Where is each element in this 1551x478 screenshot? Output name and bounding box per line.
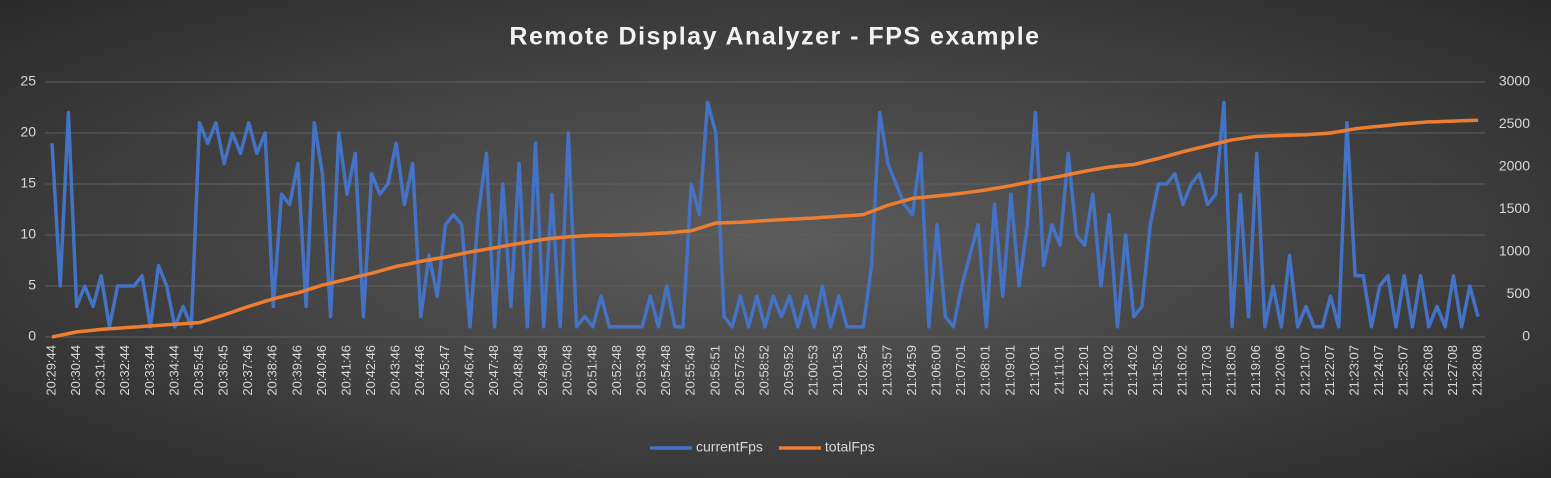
x-tick-label: 20:39:46 (289, 345, 304, 396)
chart-title: Remote Display Analyzer - FPS example (509, 23, 1040, 51)
series-line (50, 100, 1480, 329)
x-tick-label: 21:03:57 (879, 345, 894, 396)
y2-tick-label: 500 (1507, 285, 1531, 301)
y-tick-label: 25 (20, 73, 36, 89)
x-tick-label: 20:42:46 (363, 345, 378, 396)
x-tick-label: 21:19:06 (1248, 345, 1263, 396)
x-tick-label: 20:59:52 (781, 345, 796, 396)
x-tick-label: 20:37:46 (240, 345, 255, 396)
x-tick-label: 20:58:52 (756, 345, 771, 396)
x-tick-label: 21:08:01 (978, 345, 993, 396)
x-tick-label: 21:00:53 (806, 345, 821, 396)
x-tick-label: 21:12:01 (1076, 345, 1091, 396)
y2-tick-label: 1500 (1499, 200, 1530, 216)
y2-tick-label: 2000 (1499, 158, 1530, 174)
series-line (51, 118, 1479, 339)
x-tick-label: 20:36:45 (216, 345, 231, 396)
y-tick-label: 10 (20, 226, 36, 242)
x-tick-label: 21:28:08 (1469, 345, 1484, 396)
x-tick-label: 20:46:47 (461, 345, 476, 396)
x-tick-label: 20:43:46 (388, 345, 403, 396)
x-tick-label: 20:30:44 (68, 345, 83, 396)
y-tick-label: 15 (20, 175, 36, 191)
x-tick-label: 21:11:01 (1051, 345, 1066, 395)
legend-label: currentFps (696, 439, 763, 455)
x-tick-label: 21:04:59 (904, 345, 919, 396)
x-tick-label: 20:47:48 (486, 345, 501, 396)
x-tick-label: 20:51:48 (584, 345, 599, 396)
legend-label: totalFps (825, 439, 875, 455)
x-tick-label: 20:31:44 (93, 345, 108, 396)
x-tick-label: 21:23:07 (1347, 345, 1362, 396)
x-tick-label: 21:10:01 (1027, 345, 1042, 396)
y2-tick-label: 1000 (1499, 243, 1530, 259)
x-tick-label: 21:21:07 (1297, 345, 1312, 396)
x-tick-label: 20:57:52 (732, 345, 747, 396)
x-tick-label: 20:41:46 (338, 345, 353, 396)
x-tick-label: 20:29:44 (43, 345, 58, 396)
x-tick-label: 21:13:02 (1101, 345, 1116, 396)
y-tick-label: 5 (28, 277, 36, 293)
x-tick-label: 21:17:03 (1199, 345, 1214, 396)
y-tick-label: 0 (28, 328, 36, 344)
x-tick-label: 20:56:51 (707, 345, 722, 396)
x-tick-label: 20:34:44 (166, 345, 181, 396)
x-tick-label: 20:49:48 (535, 345, 550, 396)
x-tick-label: 20:35:45 (191, 345, 206, 396)
y2-tick-label: 0 (1522, 328, 1530, 344)
x-tick-label: 21:09:01 (1002, 345, 1017, 396)
x-tick-label: 21:02:54 (855, 345, 870, 396)
x-tick-label: 20:33:44 (142, 345, 157, 396)
x-tick-label: 20:45:47 (437, 345, 452, 396)
x-tick-label: 21:18:05 (1224, 345, 1239, 396)
x-tick-label: 21:07:01 (953, 345, 968, 396)
x-tick-label: 20:40:46 (314, 345, 329, 396)
y-tick-label: 20 (20, 124, 36, 140)
x-tick-label: 21:25:07 (1396, 345, 1411, 396)
x-tick-label: 21:06:00 (929, 345, 944, 396)
x-tick-label: 20:52:48 (609, 345, 624, 396)
x-tick-label: 20:55:49 (683, 345, 698, 396)
x-tick-label: 21:15:02 (1150, 345, 1165, 396)
x-tick-label: 21:24:07 (1371, 345, 1386, 396)
x-tick-label: 20:32:44 (117, 345, 132, 396)
x-tick-label: 21:22:07 (1322, 345, 1337, 396)
x-tick-label: 20:53:48 (634, 345, 649, 396)
x-tick-label: 21:20:06 (1273, 345, 1288, 396)
x-tick-label: 21:27:08 (1445, 345, 1460, 396)
x-tick-label: 20:50:48 (560, 345, 575, 396)
x-tick-label: 21:01:53 (830, 345, 845, 396)
y2-tick-label: 3000 (1499, 73, 1530, 89)
x-tick-label: 20:44:46 (412, 345, 427, 396)
x-tick-label: 20:54:48 (658, 345, 673, 396)
x-tick-label: 21:14:02 (1125, 345, 1140, 396)
x-tick-label: 20:38:46 (265, 345, 280, 396)
x-tick-label: 21:26:08 (1420, 345, 1435, 396)
y2-tick-label: 2500 (1499, 115, 1530, 131)
x-tick-label: 21:16:02 (1174, 345, 1189, 396)
x-tick-label: 20:48:48 (511, 345, 526, 396)
